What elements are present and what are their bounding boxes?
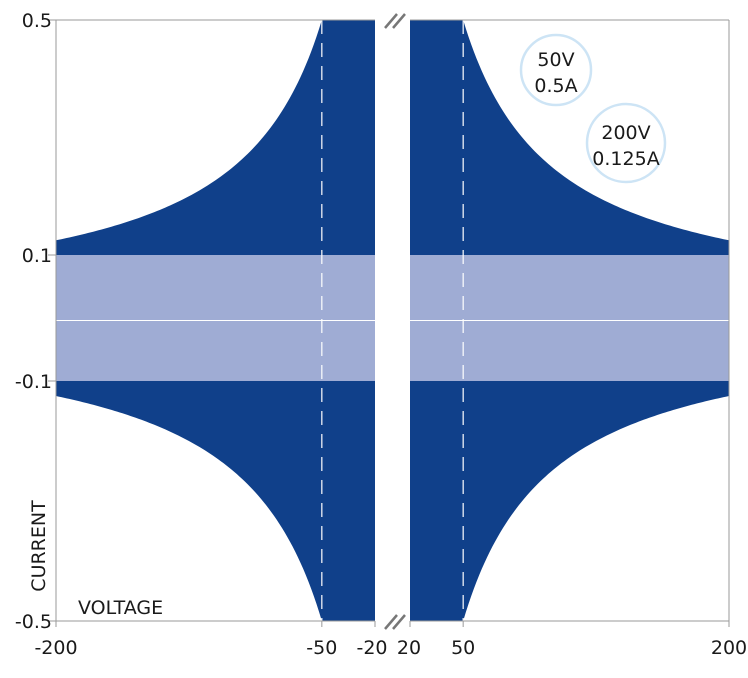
- plot-lines: [56, 20, 729, 621]
- band-region-positive: [410, 255, 729, 381]
- plot-annotations: 50V 0.5A 200V 0.125A: [519, 33, 667, 184]
- envelope-region-pos-lower: [410, 381, 729, 621]
- x-tick-label: 20: [397, 637, 421, 659]
- x-tick-label: 200: [711, 637, 747, 659]
- x-tick-label: 50: [451, 637, 475, 659]
- x-tick-label: -200: [34, 637, 77, 659]
- annotation-text: 0.125A: [592, 148, 659, 170]
- plot-axes: [48, 13, 730, 630]
- axis-break-mark-top: [384, 13, 406, 29]
- envelope-region-neg-upper: [56, 20, 375, 255]
- annotation-text: 200V: [601, 122, 650, 144]
- y-tick-label: -0.1: [15, 371, 52, 393]
- annotation-2: 200V 0.125A: [585, 102, 667, 184]
- envelope-region-neg-lower: [56, 381, 375, 621]
- band-region-negative: [56, 255, 375, 381]
- annotation-text: 50V: [537, 49, 574, 71]
- envelope-region-pos-upper: [410, 20, 729, 255]
- axis-break-mark-bottom: [384, 614, 406, 630]
- y-tick-label: 0.5: [22, 10, 52, 32]
- y-axis-title: CURRENT: [28, 500, 50, 592]
- annotation-1: 50V 0.5A: [519, 33, 593, 107]
- x-tick-label: -50: [306, 637, 337, 659]
- annotation-circle: [585, 102, 667, 184]
- annotation-text: 0.5A: [534, 75, 577, 97]
- y-tick-label: 0.1: [22, 245, 52, 267]
- x-tick-label: -20: [356, 637, 387, 659]
- y-tick-label: -0.5: [15, 611, 52, 633]
- annotation-circle: [519, 33, 593, 107]
- plot-labels: -200 -50 -20 20 50 200 -0.5 -0.1 0.1 0.5 VOLTAGE CU…: [15, 10, 747, 659]
- x-axis-title: VOLTAGE: [78, 597, 163, 619]
